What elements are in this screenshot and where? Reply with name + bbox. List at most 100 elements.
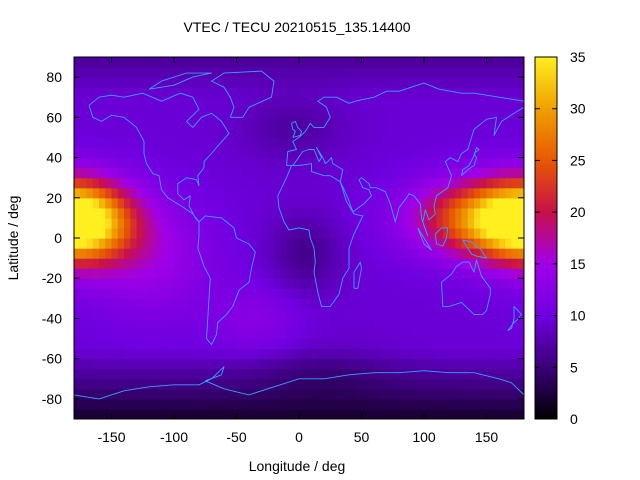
heatmap-cell [86,278,94,289]
heatmap-cell [417,388,425,400]
heatmap-cell [492,318,500,330]
heatmap-cell [405,117,413,128]
heatmap-cell [280,67,288,78]
heatmap-cell [130,328,138,340]
heatmap-cell [467,57,475,68]
heatmap-cell [311,57,319,68]
heatmap-cell [142,258,150,269]
heatmap-cell [342,318,350,330]
heatmap-cell [286,177,294,189]
heatmap-cell [99,217,106,229]
heatmap-cell [430,187,438,199]
heatmap-cell [136,268,144,279]
heatmap-cell [367,268,375,279]
heatmap-cell [386,167,394,179]
heatmap-cell [261,318,269,330]
heatmap-cell [517,117,524,128]
heatmap-cell [205,288,213,299]
heatmap-cell [117,157,125,169]
heatmap-cell [461,298,469,309]
heatmap-cell [474,217,481,229]
heatmap-cell [499,97,506,108]
heatmap-cell [280,207,288,219]
heatmap-cell [374,167,381,179]
heatmap-cell [292,107,300,118]
heatmap-cell [474,167,481,179]
heatmap-cell [142,127,150,139]
heatmap-cell [111,308,119,320]
heatmap-cell [342,177,350,189]
heatmap-cell [149,238,156,249]
heatmap-cell [136,217,144,229]
heatmap-cell [436,248,444,259]
heatmap-cell [461,107,469,118]
heatmap-cell [242,278,250,289]
heatmap-cell [386,57,394,68]
heatmap-cell [217,338,225,350]
heatmap-cell [217,378,225,390]
heatmap-cell [249,318,256,330]
heatmap-cell [174,87,181,98]
heatmap-cell [436,368,444,380]
heatmap-cell [124,398,131,410]
heatmap-cell [330,238,338,249]
heatmap-cell [311,157,319,169]
heatmap-cell [117,238,125,249]
heatmap-cell [217,177,225,189]
heatmap-cell [336,177,344,189]
heatmap-cell [461,378,469,390]
heatmap-cell [149,217,156,229]
heatmap-cell [417,328,425,340]
heatmap-cell [205,187,213,199]
heatmap-cell [236,288,244,299]
heatmap-cell [236,207,244,219]
heatmap-cell [399,97,406,108]
heatmap-cell [342,127,350,139]
heatmap-cell [242,258,250,269]
heatmap-cell [411,127,419,139]
heatmap-cell [436,127,444,139]
heatmap-cell [230,217,238,229]
heatmap-cell [211,67,219,78]
heatmap-cell [174,137,181,149]
heatmap-cell [261,117,269,128]
heatmap-cell [367,147,375,159]
heatmap-cell [299,187,306,199]
heatmap-cell [430,298,438,309]
heatmap-cell [442,77,450,88]
heatmap-cell [461,127,469,139]
heatmap-cell [86,368,94,380]
heatmap-cell [292,298,300,309]
heatmap-cell [274,127,281,139]
heatmap-cell [80,368,88,380]
heatmap-cell [405,348,413,360]
heatmap-cell [511,338,519,350]
heatmap-cell [380,378,388,390]
heatmap-cell [336,388,344,400]
heatmap-cell [149,67,156,78]
heatmap-cell [149,328,156,340]
heatmap-cell [205,408,213,419]
heatmap-cell [105,328,113,340]
heatmap-cell [124,177,131,189]
heatmap-cell [180,288,188,299]
heatmap-cell [86,398,94,410]
heatmap-cell [211,57,219,68]
heatmap-cell [461,328,469,340]
heatmap-cell [424,288,431,299]
heatmap-cell [155,388,163,400]
heatmap-cell [274,348,281,360]
heatmap-cell [142,328,150,340]
heatmap-cell [317,177,325,189]
heatmap-cell [230,288,238,299]
heatmap-cell [242,248,250,259]
heatmap-cell [430,398,438,410]
heatmap-cell [211,288,219,299]
heatmap-cell [242,147,250,159]
heatmap-cell [355,117,363,128]
heatmap-cell [386,298,394,309]
heatmap-cell [336,207,344,219]
heatmap-cell [86,187,94,199]
heatmap-cell [86,177,94,189]
heatmap-cell [130,368,138,380]
